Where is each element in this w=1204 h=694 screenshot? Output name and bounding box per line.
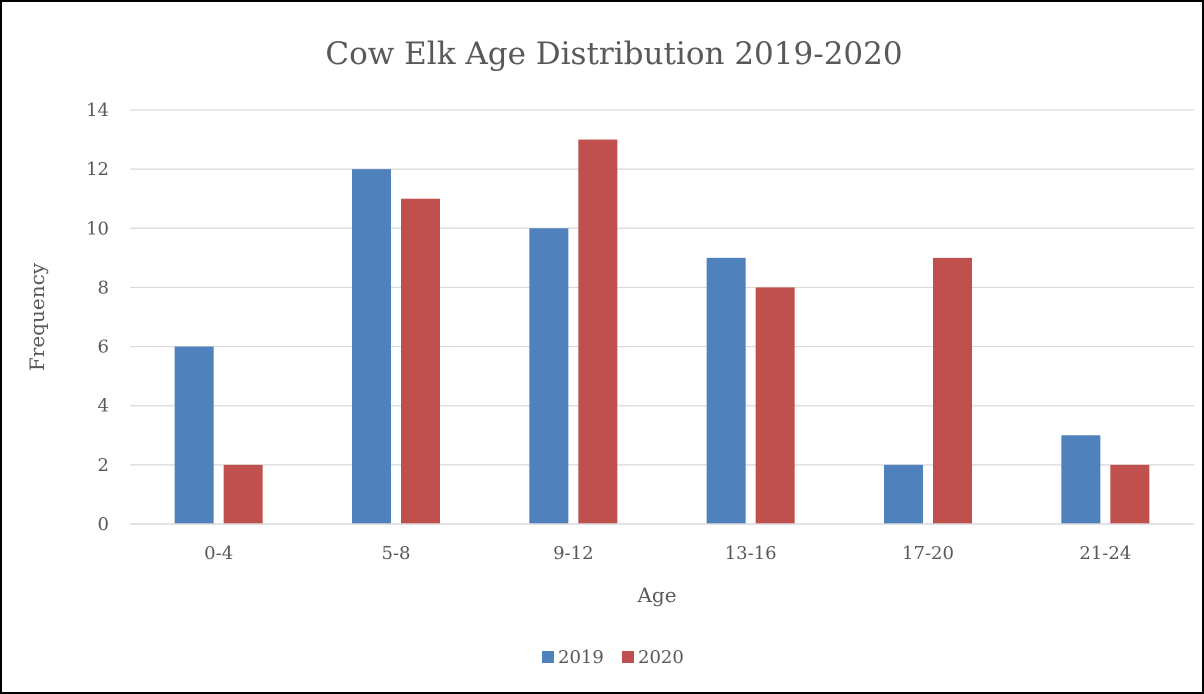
y-tick-label: 8: [98, 277, 109, 298]
legend-label: 2020: [638, 647, 684, 668]
y-tick-label: 6: [98, 337, 109, 358]
y-tick-label: 10: [86, 218, 109, 239]
y-tick-label: 4: [98, 396, 109, 417]
y-axis-title: Frequency: [25, 262, 49, 371]
bar-2020-5-8: [401, 198, 440, 524]
x-axis-ticks: 0-4 5-8 9-12 13-16 17-20 21-24: [204, 543, 1131, 564]
x-tick-label: 9-12: [553, 543, 593, 564]
x-tick-label: 17-20: [902, 543, 954, 564]
y-tick-label: 14: [86, 100, 109, 121]
x-tick-label: 21-24: [1079, 543, 1131, 564]
bar-2019-9-12: [529, 228, 569, 525]
bar-2020-21-24: [1110, 464, 1150, 524]
x-axis-title: Age: [636, 583, 676, 607]
bar-2019-21-24: [1061, 435, 1101, 524]
gridlines: [130, 109, 1194, 466]
x-tick-label: 13-16: [725, 543, 777, 564]
x-tick-label: 0-4: [204, 543, 233, 564]
chart-title: Cow Elk Age Distribution 2019-2020: [325, 36, 902, 72]
y-tick-label: 0: [98, 514, 109, 535]
y-tick-label: 2: [98, 455, 109, 476]
legend-label: 2019: [558, 647, 604, 668]
bar-2019-13-16: [706, 257, 746, 524]
y-tick-label: 12: [86, 159, 109, 180]
legend-swatch-2020: [622, 651, 634, 663]
legend: 2019 2020: [542, 647, 684, 668]
bar-2019-5-8: [352, 169, 391, 524]
bar-2020-0-4: [223, 464, 263, 524]
bar-2020-17-20: [933, 257, 972, 524]
legend-swatch-2019: [542, 651, 554, 663]
bar-2019-17-20: [884, 464, 923, 524]
bar-2020-9-12: [578, 139, 618, 525]
bars: [174, 139, 1150, 525]
y-axis-ticks: 0 2 4 6 8 10 12 14: [86, 100, 109, 535]
bar-2019-0-4: [174, 346, 214, 524]
x-tick-label: 5-8: [382, 543, 411, 564]
bar-2020-13-16: [755, 287, 795, 524]
